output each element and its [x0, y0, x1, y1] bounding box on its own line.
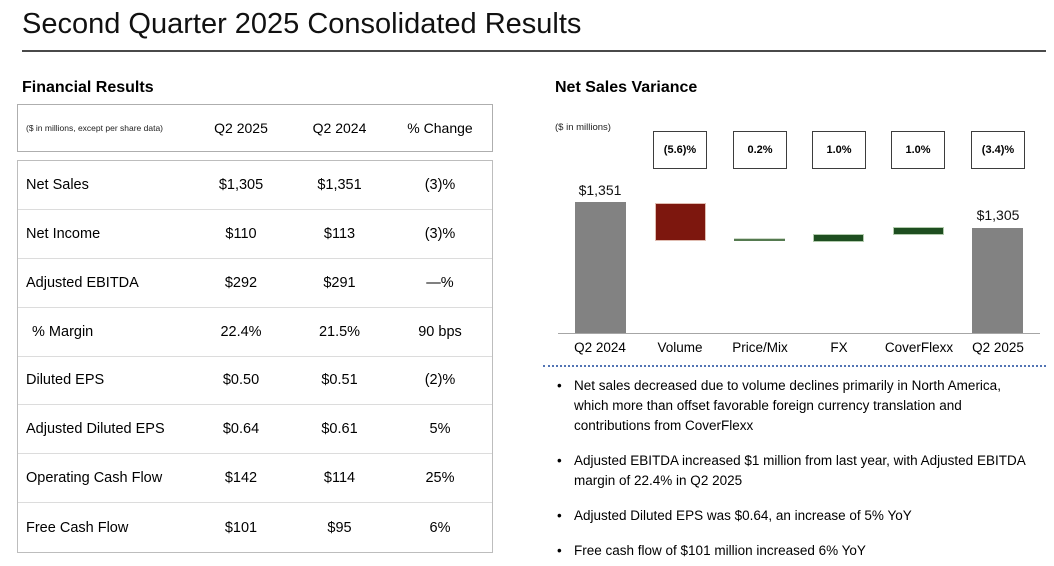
bar-q2-2024: [575, 202, 626, 333]
table-row: Net Sales $1,305 $1,351 (3)%: [18, 161, 492, 210]
row-change: —%: [426, 274, 454, 291]
row-label: Adjusted EBITDA: [26, 274, 139, 291]
row-q2-2025: $101: [224, 519, 258, 536]
col-header-q2-2025: Q2 2025: [214, 120, 268, 136]
row-label: Net Income: [26, 225, 101, 242]
highlights-list: Net sales decreased due to volume declin…: [555, 376, 1033, 566]
bullet-ebitda: Adjusted EBITDA increased $1 million fro…: [555, 451, 1032, 491]
row-change: (3)%: [424, 176, 456, 193]
row-q2-2024: $1,351: [317, 176, 362, 193]
bar-coverflexx: [893, 227, 944, 235]
row-label: Free Cash Flow: [26, 519, 129, 536]
col-header-change: % Change: [407, 120, 473, 136]
x-label-fx: FX: [830, 340, 848, 355]
x-label-volume: Volume: [657, 340, 703, 355]
bullet-eps: Adjusted Diluted EPS was $0.64, an incre…: [555, 506, 1032, 526]
table-row: % Margin 22.4% 21.5% 90 bps: [18, 308, 492, 357]
col-header-q2-2024: Q2 2024: [312, 120, 367, 136]
table-row: Adjusted EBITDA $292 $291 —%: [18, 259, 492, 308]
row-q2-2025: $142: [224, 470, 258, 487]
bar-value-q2-2025: $1,305: [976, 207, 1020, 223]
row-q2-2024: 21.5%: [318, 323, 361, 340]
row-q2-2025: $292: [224, 274, 258, 291]
title-divider: [22, 50, 1046, 52]
pct-label-coverflexx: 1.0%: [891, 131, 945, 169]
bar-volume: [655, 203, 706, 241]
financial-results-heading: Financial Results: [22, 79, 154, 96]
row-q2-2024: $0.61: [321, 421, 358, 438]
x-label-price-mix: Price/Mix: [732, 340, 788, 355]
pct-label-fx: 1.0%: [812, 131, 866, 169]
bullet-net-sales: Net sales decreased due to volume declin…: [555, 376, 1032, 436]
row-label: Operating Cash Flow: [26, 470, 163, 487]
row-q2-2024: $113: [323, 225, 356, 242]
x-axis: [558, 333, 1040, 334]
row-q2-2025: $0.50: [222, 372, 260, 389]
row-change: (3)%: [424, 225, 456, 242]
table-row: Diluted EPS $0.50 $0.51 (2)%: [18, 357, 492, 406]
x-label-q2-2025: Q2 2025: [972, 340, 1024, 355]
net-sales-variance-heading: Net Sales Variance: [555, 79, 698, 96]
table-row: Adjusted Diluted EPS $0.64 $0.61 5%: [18, 405, 492, 455]
bar-value-q2-2024: $1,351: [578, 182, 622, 198]
table-row: Operating Cash Flow $142 $114 25%: [18, 454, 492, 504]
row-change: 6%: [429, 519, 451, 536]
row-change: 90 bps: [418, 323, 462, 340]
pct-label-q2-2025: (3.4)%: [971, 131, 1025, 169]
row-change: (2)%: [424, 372, 456, 389]
bar-q2-2025: [972, 228, 1023, 333]
pct-label-volume: (5.6)%: [653, 131, 707, 169]
pct-label-price-mix: 0.2%: [733, 131, 787, 169]
row-q2-2025: $110: [225, 225, 257, 242]
financial-table-header: ($ in millions, except per share data) Q…: [17, 104, 493, 152]
row-change: 25%: [425, 470, 455, 487]
financial-table: Net Sales $1,305 $1,351 (3)% Net Income …: [17, 160, 493, 553]
net-sales-variance-chart: ($ in millions) (5.6)% 0.2% 1.0% 1.0% (3…: [555, 110, 1046, 365]
row-q2-2025: $1,305: [218, 176, 264, 193]
row-label: Net Sales: [26, 176, 89, 193]
bar-fx: [813, 234, 864, 242]
table-row: Free Cash Flow $101 $95 6%: [18, 503, 492, 552]
slide-title: Second Quarter 2025 Consolidated Results: [22, 8, 582, 40]
row-label: Adjusted Diluted EPS: [26, 421, 165, 438]
row-q2-2024: $0.51: [321, 372, 358, 389]
x-label-q2-2024: Q2 2024: [574, 340, 626, 355]
row-label: % Margin: [32, 323, 94, 340]
row-q2-2025: $0.64: [222, 421, 260, 438]
row-q2-2024: $291: [323, 274, 356, 291]
row-q2-2025: 22.4%: [220, 323, 262, 340]
table-units-note: ($ in millions, except per share data): [26, 123, 164, 133]
chart-units-note: ($ in millions): [555, 122, 611, 133]
bullet-free-cash: Free cash flow of $101 million increased…: [555, 541, 1032, 561]
row-q2-2024: $95: [327, 519, 352, 536]
row-change: 5%: [429, 421, 451, 438]
bar-price-mix: [734, 238, 785, 241]
row-q2-2024: $114: [323, 470, 356, 487]
dotted-divider: [543, 365, 1046, 367]
table-row: Net Income $110 $113 (3)%: [18, 210, 492, 259]
row-label: Diluted EPS: [26, 372, 105, 389]
x-label-coverflexx: CoverFlexx: [884, 340, 954, 355]
